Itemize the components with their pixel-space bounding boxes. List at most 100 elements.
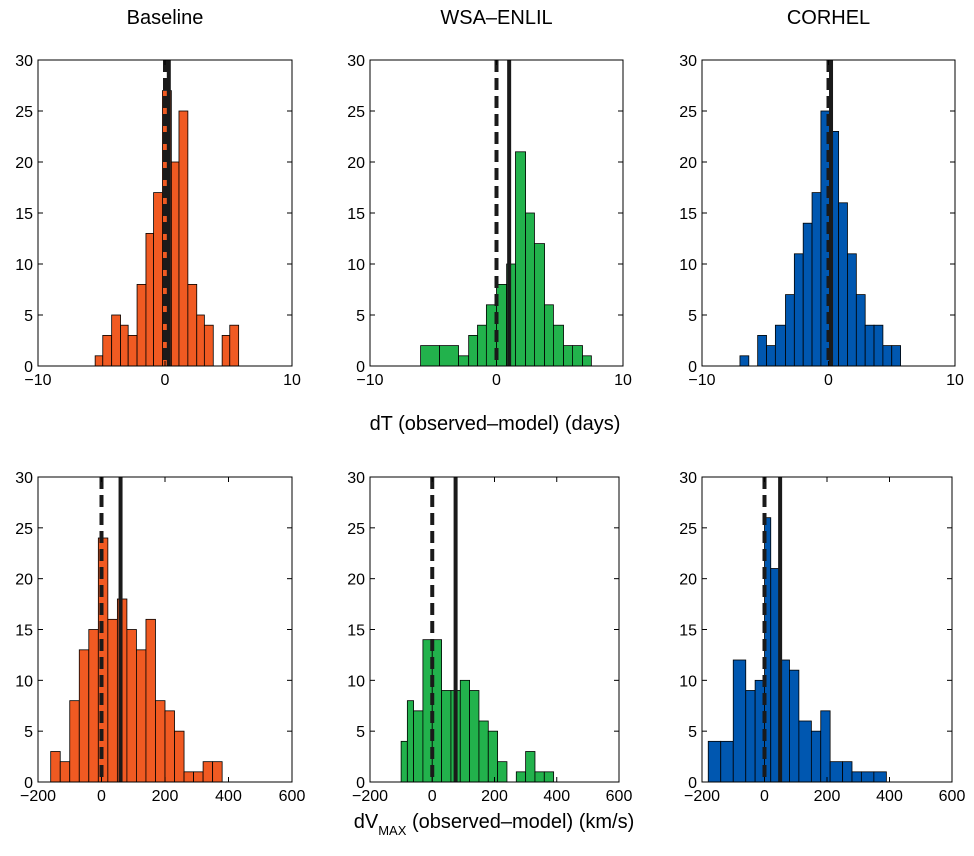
y-tick-label: 10	[15, 257, 33, 274]
y-tick-label: 0	[356, 359, 365, 376]
y-tick-label: 5	[356, 308, 365, 325]
histogram-bar	[413, 710, 424, 783]
histogram-bar	[563, 345, 573, 367]
y-tick-label: 0	[24, 775, 33, 792]
y-tick-label: 20	[347, 155, 365, 172]
histogram-bar	[793, 253, 804, 367]
y-tick-label: 10	[347, 673, 365, 690]
x-tick-label: 0	[760, 788, 769, 805]
histogram-bar	[739, 355, 750, 367]
y-tick-label: 20	[347, 572, 365, 589]
histogram-bar	[873, 324, 884, 367]
histogram-bar	[720, 740, 734, 783]
y-tick-label: 25	[347, 521, 365, 538]
x-tick-label: 600	[606, 788, 633, 805]
y-tick-label: 5	[688, 308, 697, 325]
histogram-bar	[774, 324, 786, 367]
histogram-bar	[798, 720, 812, 783]
histogram-bar	[732, 659, 747, 783]
histogram-bar	[820, 110, 831, 367]
y-tick-label: 30	[679, 470, 697, 487]
histogram-bar	[221, 334, 231, 367]
histogram-bar	[707, 740, 722, 783]
histogram-bar	[525, 751, 536, 783]
x-tick-label: 0	[428, 788, 437, 805]
y-tick-label: 5	[24, 724, 33, 741]
histogram-bar	[789, 669, 800, 783]
histogram-bar	[478, 720, 489, 783]
histogram-bar	[94, 355, 104, 367]
histogram-bar	[477, 324, 487, 367]
histogram-bar	[534, 771, 545, 783]
y-tick-label: 5	[688, 724, 697, 741]
histogram-bar	[183, 771, 194, 783]
histogram-bar	[145, 618, 156, 783]
histogram-bar	[829, 761, 844, 783]
y-tick-label: 15	[347, 206, 365, 223]
histogram-bar	[187, 283, 198, 367]
row2-xlabel: dVMAX (observed–model) (km/s)	[354, 811, 634, 838]
histogram-bar	[469, 690, 480, 783]
y-tick-label: 10	[347, 257, 365, 274]
histogram-bar	[855, 294, 866, 367]
histogram-bar	[59, 761, 71, 783]
y-tick-label: 5	[356, 724, 365, 741]
panel-title: CORHEL	[787, 7, 870, 29]
y-tick-label: 15	[15, 206, 33, 223]
row2-xlabel-post: (observed–model) (km/s)	[406, 811, 634, 833]
histogram-bar	[406, 700, 414, 783]
histogram-bar	[582, 355, 592, 367]
x-tick-label: −200	[20, 788, 56, 805]
x-tick-label: 0	[161, 372, 170, 389]
y-tick-label: 30	[347, 53, 365, 70]
histogram-bar	[572, 345, 583, 367]
y-tick-label: 15	[347, 623, 365, 640]
y-tick-label: 0	[356, 775, 365, 792]
y-tick-label: 25	[15, 104, 33, 121]
histogram-bar	[882, 345, 893, 367]
y-tick-label: 20	[679, 572, 697, 589]
histogram-bar	[468, 334, 478, 367]
x-tick-label: 200	[152, 788, 179, 805]
histogram-bar	[127, 334, 138, 367]
x-tick-label: 0	[824, 372, 833, 389]
x-tick-label: 10	[946, 372, 964, 389]
histogram-bar	[525, 212, 535, 367]
histogram-bar	[487, 730, 499, 783]
y-tick-label: 25	[15, 521, 33, 538]
x-tick-label: −10	[356, 372, 383, 389]
x-tick-label: 400	[543, 788, 570, 805]
histogram-bar	[107, 618, 118, 783]
histogram-bar	[136, 283, 147, 367]
histogram-bar	[170, 161, 180, 367]
y-tick-label: 30	[15, 470, 33, 487]
histogram-bar	[102, 334, 113, 367]
y-tick-label: 30	[347, 470, 365, 487]
histogram-bar	[873, 771, 887, 783]
histogram-bar	[891, 345, 902, 367]
histogram-bar	[126, 629, 137, 783]
histogram-bar	[820, 710, 831, 783]
y-tick-label: 30	[679, 53, 697, 70]
histogram-bar	[811, 192, 822, 367]
histogram-bar	[174, 730, 185, 783]
histogram-bar	[802, 222, 813, 367]
x-tick-label: −200	[684, 788, 720, 805]
histogram-bar	[69, 700, 80, 783]
histogram-bar	[544, 304, 554, 367]
histogram-bar	[178, 110, 189, 367]
y-tick-label: 30	[15, 53, 33, 70]
histogram-bar	[459, 679, 471, 783]
y-tick-label: 15	[679, 206, 697, 223]
histogram-bar	[810, 730, 822, 783]
histogram-bar	[439, 345, 459, 367]
histogram-bar	[145, 232, 154, 367]
y-tick-label: 15	[679, 623, 697, 640]
histogram-bar	[136, 649, 147, 783]
y-tick-label: 25	[347, 104, 365, 121]
histogram-bar	[111, 314, 121, 367]
